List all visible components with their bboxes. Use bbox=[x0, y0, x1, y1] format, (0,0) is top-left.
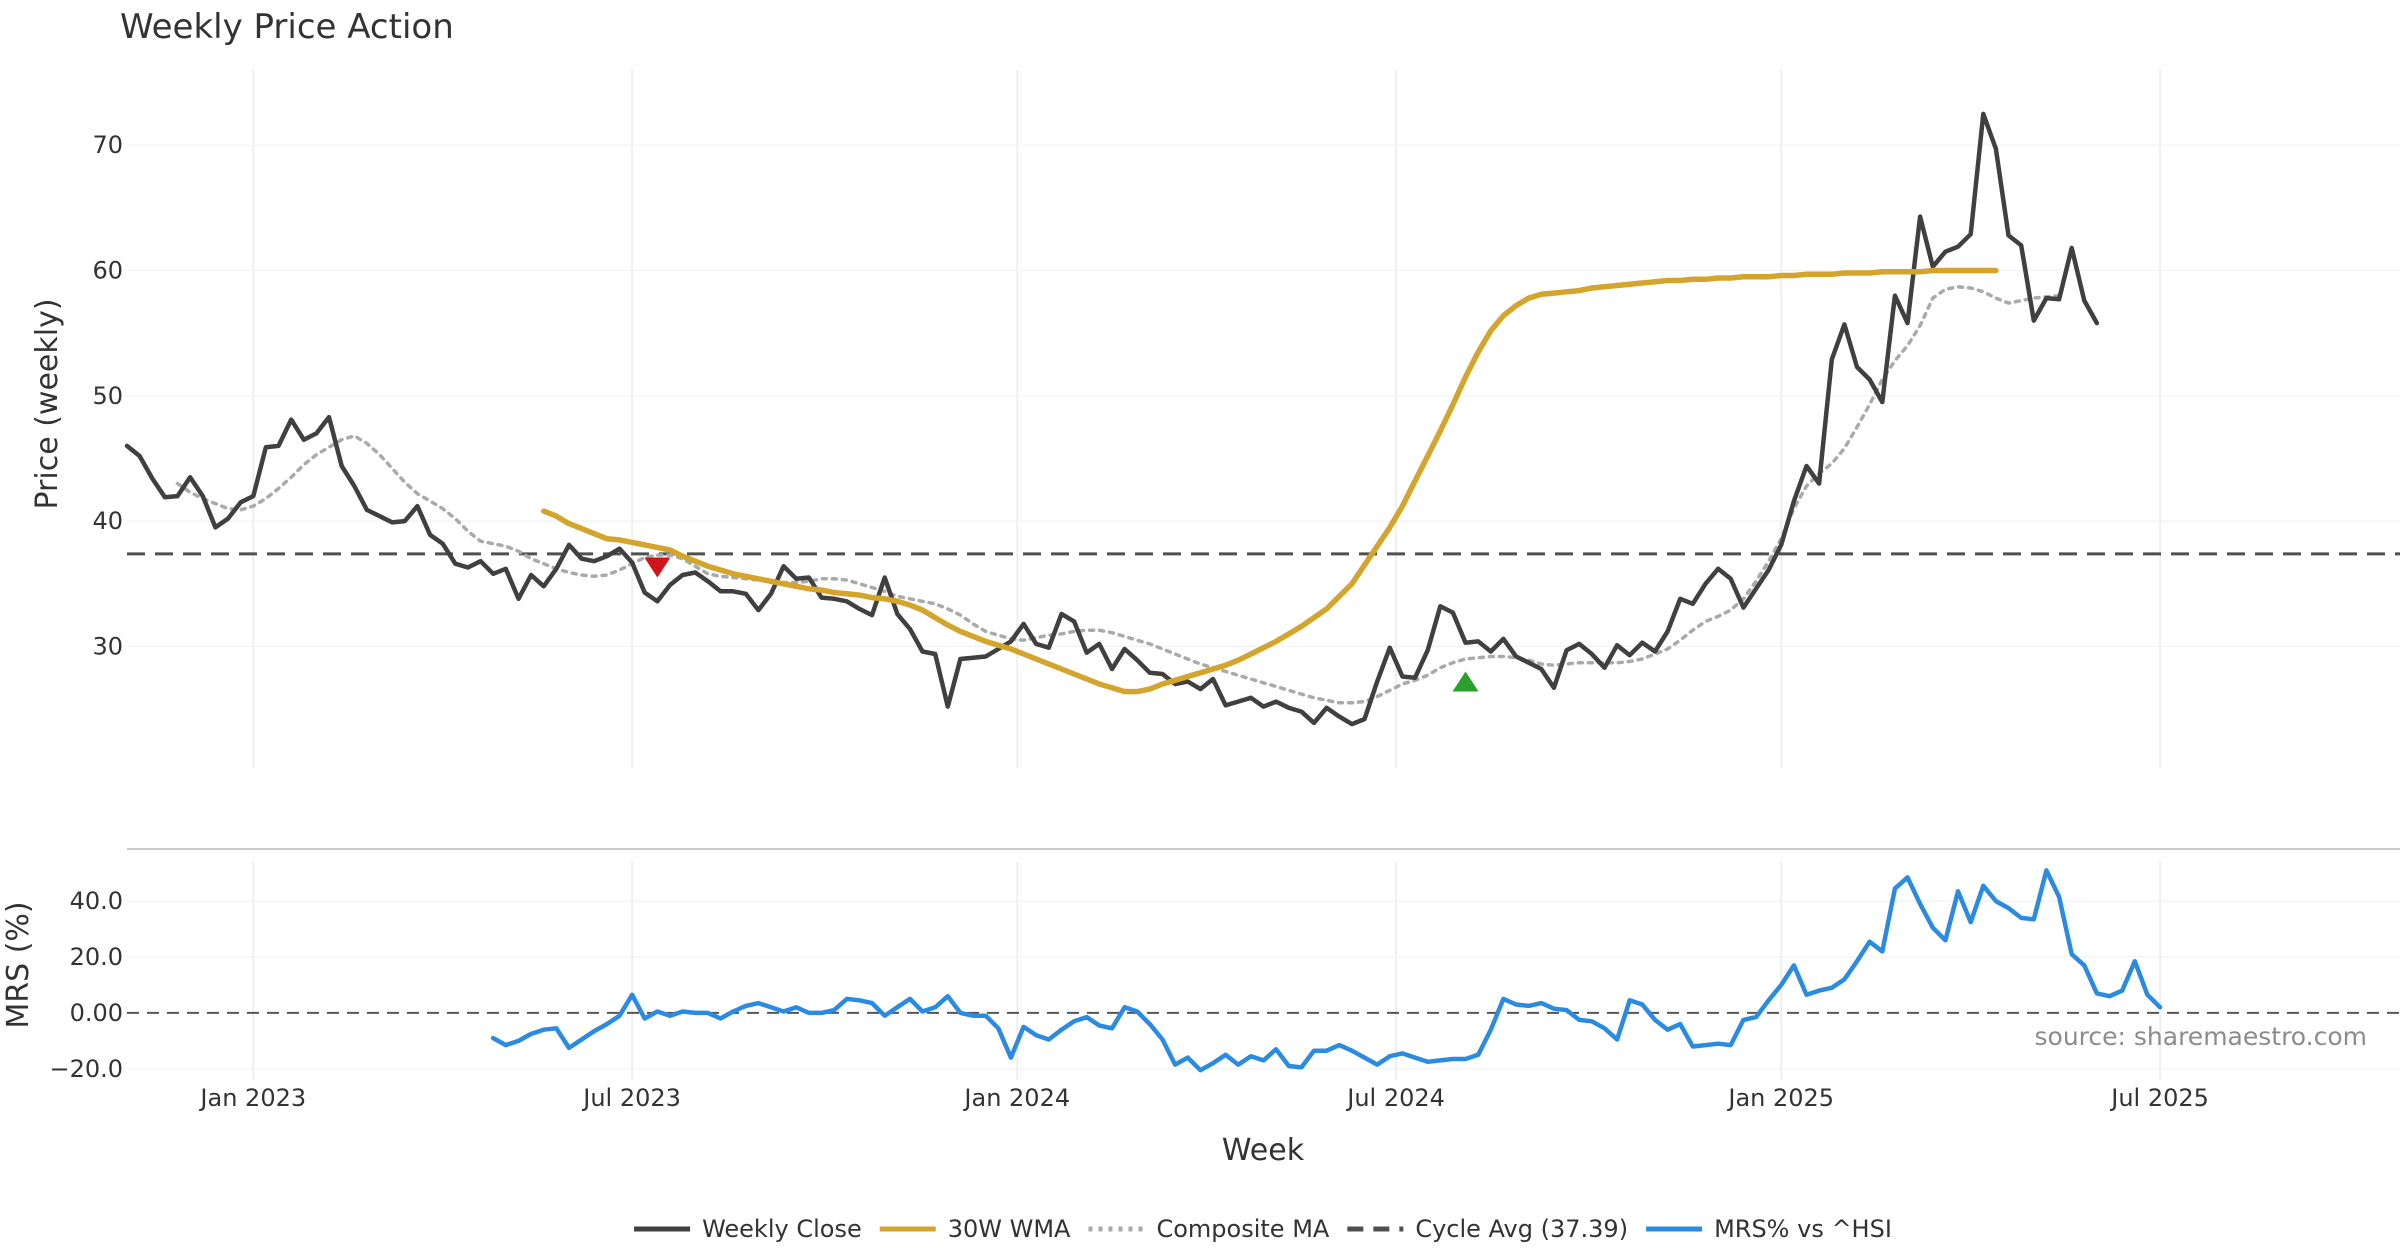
mrs-y-tick: 0.00 bbox=[70, 999, 123, 1027]
mrs-y-tick: 40.0 bbox=[70, 887, 123, 915]
mrs-series bbox=[490, 868, 2163, 1073]
legend-label: 30W WMA bbox=[948, 1215, 1071, 1243]
legend-item: MRS% vs ^HSI bbox=[1646, 1215, 1892, 1243]
weekly-close-line bbox=[124, 111, 2100, 727]
x-tick-label: Jan 2024 bbox=[962, 1084, 1070, 1112]
mrs-y-label: MRS (%) bbox=[1, 901, 36, 1028]
price-y-tick: 30 bbox=[92, 632, 123, 660]
price-y-ticks: 30 40 50 60 70 bbox=[92, 131, 123, 660]
price-y-tick: 70 bbox=[92, 131, 123, 159]
x-tick-label: Jul 2025 bbox=[2109, 1084, 2209, 1112]
price-y-tick: 60 bbox=[92, 257, 123, 285]
legend-label: Composite MA bbox=[1156, 1215, 1329, 1243]
price-series bbox=[124, 111, 2100, 727]
chart-title: Weekly Price Action bbox=[120, 7, 454, 47]
x-tick-label: Jul 2023 bbox=[581, 1084, 681, 1112]
mrs-grid bbox=[127, 862, 2400, 1080]
mrs-line bbox=[490, 868, 2163, 1073]
signals bbox=[644, 557, 1479, 692]
x-axis-ticks: Jan 2023 Jul 2023 Jan 2024 Jul 2024 Jan 2025… bbox=[198, 1084, 2208, 1112]
x-tick-label: Jan 2023 bbox=[198, 1084, 306, 1112]
legend-item: Weekly Close bbox=[634, 1215, 862, 1243]
mrs-y-tick: −20.0 bbox=[49, 1055, 123, 1083]
mrs-y-tick: 20.0 bbox=[70, 943, 123, 971]
legend-label: Weekly Close bbox=[702, 1215, 862, 1243]
composite-ma-line bbox=[175, 285, 2061, 705]
legend-item: 30W WMA bbox=[879, 1215, 1071, 1243]
price-y-label: Price (weekly) bbox=[30, 298, 65, 509]
legend-item: Cycle Avg (37.39) bbox=[1347, 1215, 1628, 1243]
legend-label: MRS% vs ^HSI bbox=[1714, 1215, 1892, 1243]
price-y-tick: 40 bbox=[92, 507, 123, 535]
mrs-y-ticks: 40.0 20.0 0.00 −20.0 bbox=[49, 887, 123, 1083]
price-y-tick: 50 bbox=[92, 382, 123, 410]
source-note: source: sharemaestro.com bbox=[2035, 1022, 2368, 1051]
x-axis-label: Week bbox=[1222, 1133, 1305, 1168]
legend-item: Composite MA bbox=[1088, 1215, 1330, 1243]
wma-30w-line bbox=[540, 267, 1999, 695]
buy-signal-marker bbox=[1452, 671, 1479, 692]
price-grid bbox=[127, 70, 2400, 768]
legend: Weekly Close 30W WMA Composite MA Cycle Avg… bbox=[634, 1215, 1892, 1243]
legend-label: Cycle Avg (37.39) bbox=[1415, 1215, 1628, 1243]
sell-signal-marker bbox=[644, 557, 671, 578]
x-tick-label: Jan 2025 bbox=[1726, 1084, 1834, 1112]
x-tick-label: Jul 2024 bbox=[1345, 1084, 1445, 1112]
